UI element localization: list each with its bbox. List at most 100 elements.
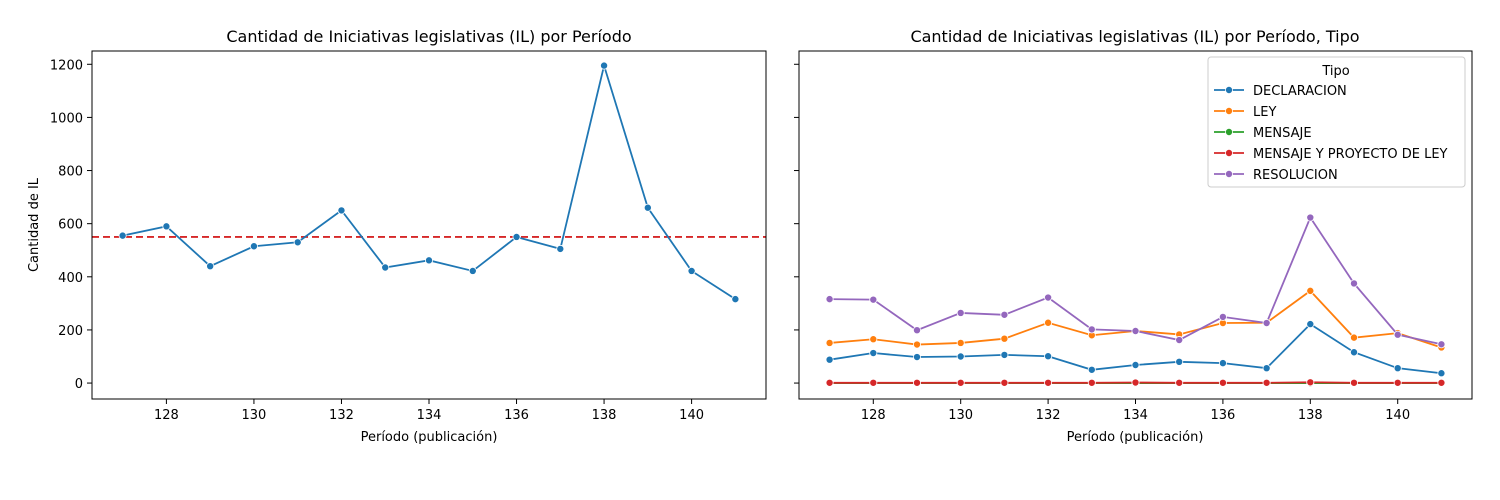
data-point — [912, 326, 921, 335]
data-point — [1131, 326, 1140, 335]
data-point — [1044, 352, 1053, 361]
data-point — [1393, 378, 1402, 387]
legend-label: MENSAJE Y PROYECTO DE LEY — [1253, 147, 1448, 162]
data-point — [956, 378, 965, 387]
data-point — [1044, 318, 1053, 327]
chart-right: Cantidad de Iniciativas legislativas (IL… — [794, 27, 1473, 445]
chart-right-xlabel: Período (publicación) — [1067, 430, 1204, 445]
data-point — [1131, 378, 1140, 387]
x-tick-label: 140 — [679, 408, 704, 423]
data-point — [381, 263, 390, 272]
data-point — [337, 206, 346, 215]
data-point — [912, 378, 921, 387]
legend-box — [1207, 56, 1466, 188]
data-point — [1306, 320, 1315, 329]
data-point — [869, 335, 878, 344]
x-tick-label: 138 — [1298, 408, 1323, 423]
legend-items: DECLARACION LEY MENSAJE MENSAJE Y PROYECTO … — [1214, 84, 1448, 183]
chart-left-title: Cantidad de Iniciativas legislativas (IL… — [226, 27, 631, 46]
data-point — [1087, 378, 1096, 387]
data-point — [956, 338, 965, 347]
data-point — [1175, 378, 1184, 387]
data-point — [1175, 357, 1184, 366]
data-point — [912, 353, 921, 362]
data-point — [162, 222, 171, 231]
data-point — [1262, 378, 1271, 387]
x-tick-label: 138 — [592, 408, 617, 423]
data-point — [1350, 378, 1359, 387]
data-point — [869, 295, 878, 304]
x-tick-label: 128 — [154, 408, 179, 423]
data-point — [249, 242, 258, 251]
x-tick-label: 132 — [329, 408, 354, 423]
x-tick-label: 130 — [242, 408, 267, 423]
legend-swatch-marker — [1225, 86, 1234, 95]
data-point — [1350, 333, 1359, 342]
data-point — [1000, 334, 1009, 343]
y-tick-label: 200 — [58, 324, 83, 339]
data-point — [1131, 360, 1140, 369]
data-point — [1218, 378, 1227, 387]
data-point — [1262, 319, 1271, 328]
data-point — [869, 378, 878, 387]
legend: Tipo DECLARACION LEY MENSAJE MENSAJE Y PROY… — [1207, 56, 1466, 188]
data-point — [825, 355, 834, 364]
data-point — [1000, 350, 1009, 359]
chart-left: Cantidad de Iniciativas legislativas (IL… — [27, 27, 767, 445]
y-tick-label: 1200 — [50, 58, 83, 73]
y-tick-label: 800 — [58, 165, 83, 180]
legend-label: LEY — [1253, 105, 1276, 120]
x-tick-label: 140 — [1385, 408, 1410, 423]
data-point — [1000, 310, 1009, 319]
data-point — [956, 308, 965, 317]
data-point — [1175, 336, 1184, 345]
data-point — [293, 238, 302, 247]
data-point — [512, 232, 521, 241]
data-point — [1393, 364, 1402, 373]
chart-left-plot-area — [92, 61, 766, 304]
data-point — [1262, 364, 1271, 373]
chart-left-xlabel: Período (publicación) — [361, 430, 498, 445]
data-point — [1044, 293, 1053, 302]
data-point — [1087, 365, 1096, 374]
data-point — [643, 203, 652, 212]
data-point — [1437, 378, 1446, 387]
legend-swatch-marker — [1225, 169, 1234, 178]
data-point — [1306, 378, 1315, 387]
data-point — [1218, 312, 1227, 321]
data-point — [731, 295, 740, 304]
y-tick-label: 1000 — [50, 111, 83, 126]
data-point — [206, 262, 215, 271]
data-point — [118, 231, 127, 240]
data-point — [1350, 279, 1359, 288]
x-tick-label: 136 — [504, 408, 529, 423]
data-point — [1437, 340, 1446, 349]
data-point — [825, 295, 834, 304]
data-point — [556, 244, 565, 253]
chart-right-plot-area — [825, 213, 1446, 388]
x-tick-label: 134 — [417, 408, 442, 423]
data-point — [1437, 369, 1446, 378]
data-point — [1000, 378, 1009, 387]
data-point — [424, 256, 433, 265]
x-tick-label: 136 — [1210, 408, 1235, 423]
data-point — [912, 340, 921, 349]
data-point — [1218, 359, 1227, 368]
x-tick-label: 128 — [861, 408, 886, 423]
data-point — [1350, 348, 1359, 357]
x-tick-label: 132 — [1036, 408, 1061, 423]
data-point — [869, 349, 878, 358]
data-point — [825, 338, 834, 347]
data-point — [687, 266, 696, 275]
y-tick-label: 400 — [58, 271, 83, 286]
x-tick-label: 130 — [948, 408, 973, 423]
x-tick-label: 134 — [1123, 408, 1148, 423]
data-point — [1306, 286, 1315, 295]
chart-right-title: Cantidad de Iniciativas legislativas (IL… — [910, 27, 1359, 46]
legend-swatch-marker — [1225, 148, 1234, 157]
data-point — [600, 61, 609, 70]
legend-title: Tipo — [1321, 64, 1349, 79]
data-point — [1044, 378, 1053, 387]
data-point — [956, 352, 965, 361]
legend-label: DECLARACION — [1253, 84, 1347, 99]
